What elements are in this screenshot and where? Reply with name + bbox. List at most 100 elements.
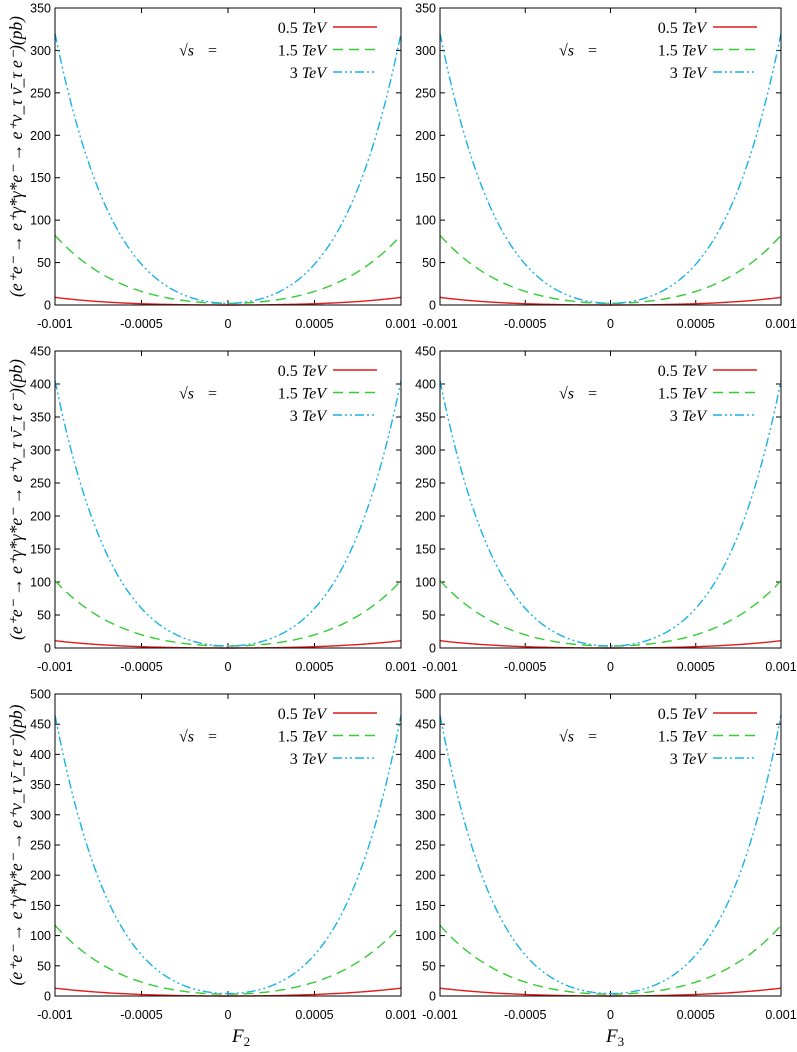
y-tick-label: 350: [415, 778, 436, 792]
x-tick-label: 0.001: [385, 1008, 416, 1022]
y-tick-label: 50: [422, 959, 436, 973]
y-tick-label: 50: [422, 609, 436, 623]
y-tick-label: 450: [30, 345, 51, 359]
y-tick-label: 250: [415, 86, 436, 100]
sqrt-s-label: √s =: [179, 43, 217, 60]
y-tick-label: 0: [44, 990, 51, 1004]
y-tick-label: 50: [37, 256, 51, 270]
y-tick-label: 450: [30, 718, 51, 732]
x-tick-label: -0.001: [37, 1008, 72, 1022]
x-tick-label: -0.0005: [120, 317, 162, 331]
chart-panel-3: 0 50 100 150 200 250 300 350 400 450 -0.001 -0.0005…: [30, 345, 417, 675]
y-tick-label: 500: [415, 688, 436, 702]
legend-label: 0.5 TeV: [278, 20, 329, 37]
y-tick-label: 450: [415, 718, 436, 732]
x-tick-label: 0: [225, 1008, 232, 1022]
legend: 0.5 TeV 1.5 TeV 3 TeV √s =: [559, 363, 757, 425]
legend-label: 0.5 TeV: [278, 706, 329, 723]
x-tick-label: -0.0005: [504, 1008, 546, 1022]
y-tick-label: 150: [415, 543, 436, 557]
y-tick-label: 0: [44, 642, 51, 656]
y-tick-label: 50: [422, 256, 436, 270]
y-tick-label: 300: [30, 44, 51, 58]
legend: 0.5 TeV 1.5 TeV 3 TeV √s =: [179, 363, 377, 425]
y-tick-label: 100: [415, 214, 436, 228]
y-tick-label: 350: [30, 778, 51, 792]
plot-frame: [54, 350, 402, 649]
series-line-3-tev: [54, 715, 402, 995]
x-tick-label: 0.001: [765, 660, 796, 674]
legend-label: 3 TeV: [670, 65, 709, 82]
y-tick-label: 100: [415, 576, 436, 590]
x-tick-label: -0.001: [37, 317, 72, 331]
legend-label: 1.5 TeV: [658, 386, 709, 403]
y-tick-label: 400: [30, 378, 51, 392]
x-tick-label: 0: [607, 1008, 614, 1022]
x-tick-label: 0: [225, 317, 232, 331]
series-line-1-5-tev: [54, 580, 402, 647]
series-line-1-5-tev: [54, 924, 402, 995]
y-tick-label: 250: [30, 477, 51, 491]
legend-label: 3 TeV: [670, 751, 709, 768]
x-tick-label: 0.001: [765, 1008, 796, 1022]
legend-label: 3 TeV: [290, 751, 329, 768]
y-tick-label: 300: [30, 444, 51, 458]
y-tick-label: 100: [30, 214, 51, 228]
x-tick-label: 0: [607, 660, 614, 674]
plot-frame: [439, 350, 782, 649]
legend-label: 1.5 TeV: [278, 43, 329, 60]
y-tick-label: 300: [30, 808, 51, 822]
x-tick-label: 0.001: [385, 317, 416, 331]
x-tick-label: 0.001: [385, 660, 416, 674]
y-tick-label: 250: [30, 86, 51, 100]
y-tick-label: 300: [415, 44, 436, 58]
y-axis-label: (e⁺e⁻ → e⁺γ*γ*e⁻ → e⁺ν_τ ν̄_τ e⁻)(pb): [6, 16, 26, 297]
x-tick-label: 0: [607, 317, 614, 331]
legend-label: 3 TeV: [290, 65, 329, 82]
y-tick-label: 400: [415, 748, 436, 762]
legend: 0.5 TeV 1.5 TeV 3 TeV √s =: [559, 706, 757, 768]
y-tick-label: 0: [429, 642, 436, 656]
series-line-1-5-tev: [54, 234, 402, 304]
series-line-3-tev: [439, 715, 782, 995]
y-tick-label: 150: [415, 171, 436, 185]
sqrt-s-label: √s =: [179, 386, 217, 403]
x-tick-label: 0.0005: [295, 317, 333, 331]
chart-panel-5: 0 50 100 150 200 250 300 350 400 450 500 -0.001 -0.0…: [30, 688, 417, 1023]
legend-label: 0.5 TeV: [278, 363, 329, 380]
series-line-3-tev: [439, 33, 782, 305]
y-tick-label: 150: [30, 171, 51, 185]
sqrt-s-label: √s =: [559, 43, 597, 60]
y-tick-label: 150: [30, 899, 51, 913]
series-line-3-tev: [439, 380, 782, 647]
x-axis-label-f2: F2: [231, 1026, 250, 1049]
series-line-1-5-tev: [439, 924, 782, 995]
series-line-3-tev: [54, 380, 402, 647]
y-tick-label: 50: [37, 609, 51, 623]
legend-label: 3 TeV: [290, 408, 329, 425]
x-axis-label-f3: F3: [605, 1026, 624, 1049]
plot-frame: [54, 7, 402, 306]
y-tick-label: 300: [415, 444, 436, 458]
x-tick-label: 0.0005: [677, 317, 715, 331]
plot-frame: [439, 693, 782, 997]
x-tick-label: -0.001: [422, 1008, 457, 1022]
y-tick-label: 350: [415, 2, 436, 16]
y-tick-label: 350: [415, 411, 436, 425]
x-tick-label: 0.0005: [295, 1008, 333, 1022]
chart-panel-2: 0 50 100 150 200 250 300 350 -0.001 -0.0005 0 0.000…: [415, 2, 797, 332]
x-tick-label: -0.0005: [120, 1008, 162, 1022]
x-tick-label: -0.0005: [504, 660, 546, 674]
legend-label: 1.5 TeV: [278, 729, 329, 746]
y-axis-label: (e⁺e⁻ → e⁺γ*γ*e⁻ → e⁺ν_τ ν̄_τ e⁻)(pb): [6, 704, 26, 985]
series-line-3-tev: [54, 33, 402, 305]
y-tick-label: 350: [30, 411, 51, 425]
y-tick-label: 100: [30, 576, 51, 590]
y-tick-label: 200: [415, 510, 436, 524]
y-tick-label: 100: [30, 929, 51, 943]
x-tick-label: 0.001: [765, 317, 796, 331]
y-tick-label: 150: [415, 899, 436, 913]
y-tick-label: 0: [44, 299, 51, 313]
series-line-1-5-tev: [439, 234, 782, 304]
